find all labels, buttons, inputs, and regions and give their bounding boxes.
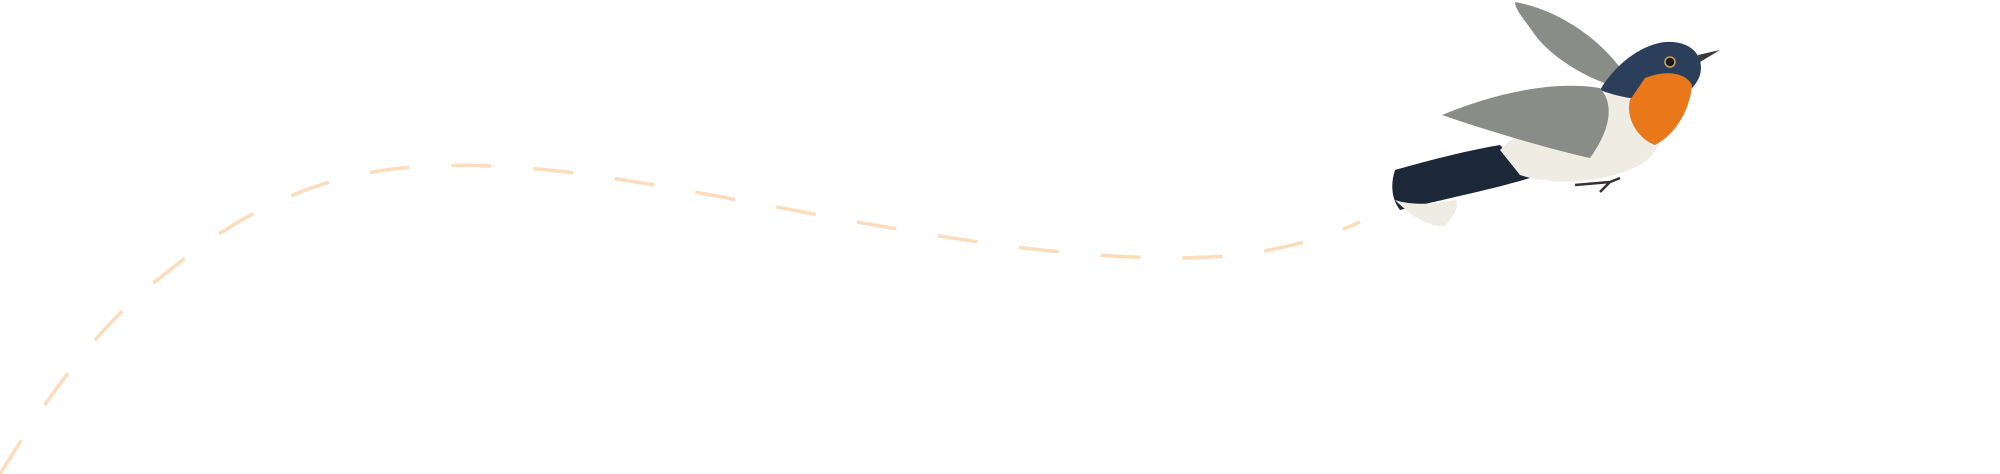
- bird-upper-wing: [1515, 2, 1622, 85]
- bird-icon: [1392, 2, 1720, 227]
- bird-throat: [1629, 73, 1692, 145]
- bird-legs: [1574, 176, 1621, 193]
- bird-eye: [1664, 56, 1676, 68]
- dashed-flight-path: [0, 163, 1361, 474]
- bird-wing: [1442, 85, 1609, 158]
- bird-tail-tip: [1395, 200, 1457, 227]
- bird-beak: [1698, 50, 1720, 62]
- bird-tail: [1392, 145, 1530, 210]
